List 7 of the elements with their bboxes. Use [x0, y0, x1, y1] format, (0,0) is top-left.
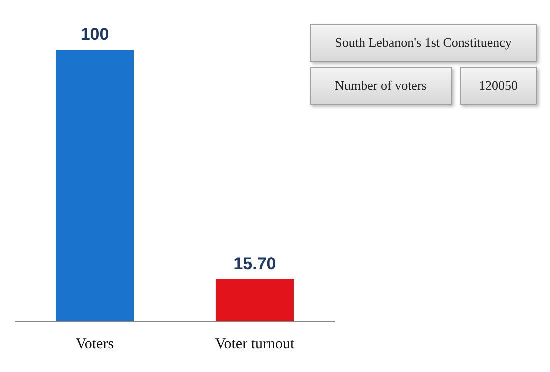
x-tick-label: Voter turnout: [215, 336, 296, 353]
x-tick-label: Voters: [76, 336, 114, 353]
data-label: 100: [80, 25, 110, 44]
data-label: 15.70: [234, 254, 276, 274]
text-box: 120050: [460, 67, 537, 105]
text-box: Number of voters: [310, 67, 452, 105]
text-box: South Lebanon's 1st Constituency: [310, 24, 537, 62]
